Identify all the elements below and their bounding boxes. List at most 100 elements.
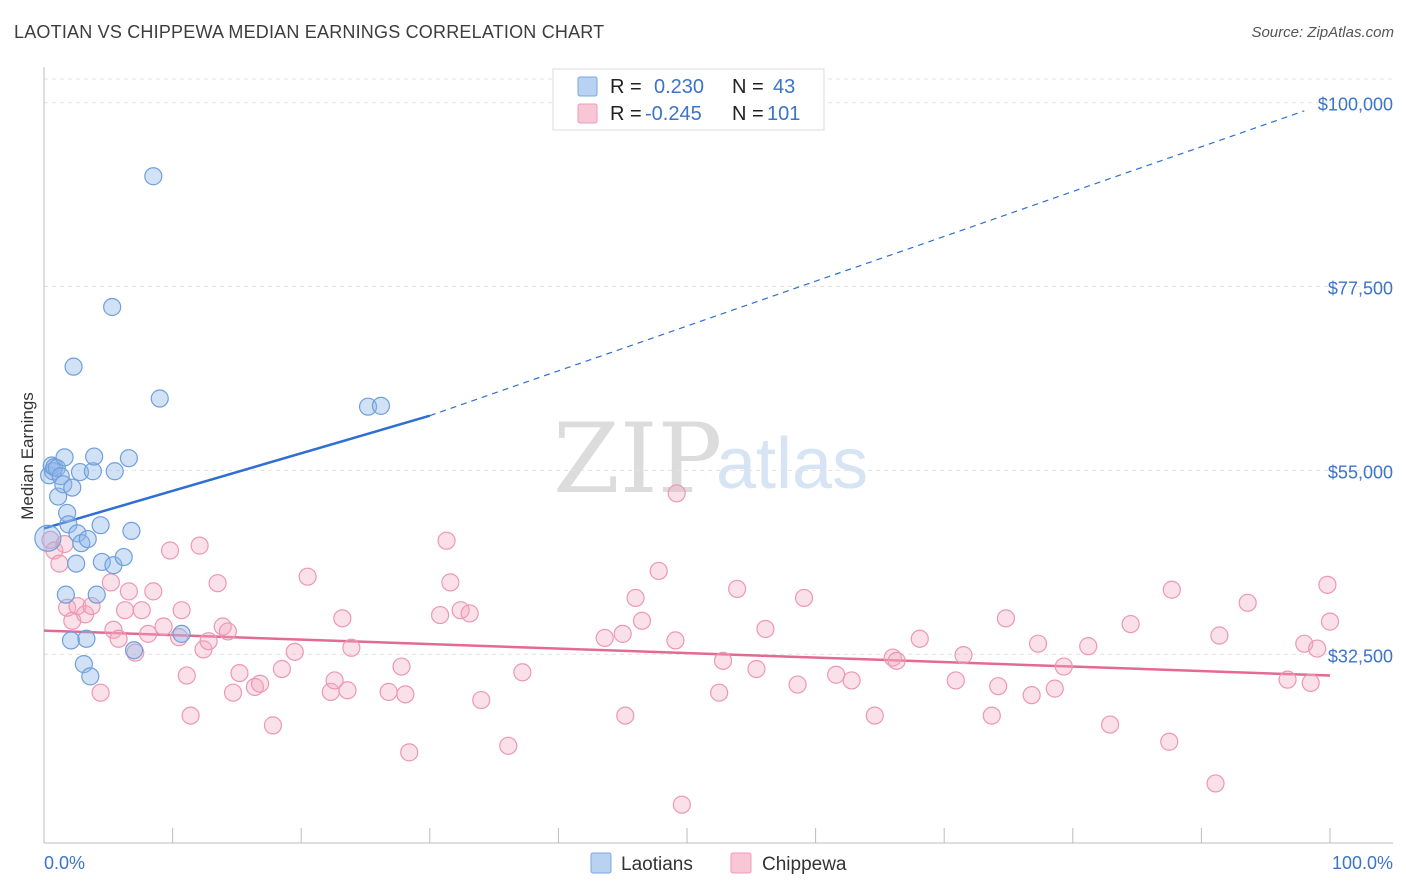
laotian-point [70,462,90,482]
chippewa-point [144,582,163,601]
chippewa-point [728,579,747,599]
chippewa-point [1022,686,1041,705]
chippewa-point [632,611,652,630]
x-tick-label-max: 100.0% [1332,853,1393,873]
laotian-point [371,396,391,415]
chippewa-point [177,666,196,685]
chippewa-point [613,624,632,643]
laotian-point [34,524,62,552]
chippewa-point [1308,639,1327,658]
chippewa-point [160,541,180,560]
chippewa-point [1320,612,1340,631]
chippewa-point [139,624,158,643]
chippewa-point [989,677,1008,696]
chippewa-point [285,642,304,661]
chippewa-point [710,683,729,702]
chippewa-points [41,484,1340,814]
chippewa-point [190,536,209,555]
laotian-point [87,585,106,604]
laotian-point [150,389,169,408]
chippewa-point [1045,679,1064,698]
chippewa-point [272,659,292,679]
axes [43,67,1393,844]
chippewa-point [616,706,635,725]
chippewa-point [649,561,668,581]
laotian-point [103,297,122,317]
chippewa-point [181,706,200,725]
laotians-legend-label: Laotians [621,854,693,875]
correlation-legend: R = 0.230 N = 43 R = -0.245 N = 101 [552,68,825,131]
chippewa-point [842,671,861,690]
chippewa-point [245,677,265,697]
chippewa-point [713,651,733,670]
y-tick-label: $55,000 [1328,462,1393,482]
chippewa-point [41,530,60,549]
chippewa-point [1121,614,1140,634]
chippewa-point [82,596,101,616]
chippewa-point [910,629,929,648]
chippewa-point [430,605,450,625]
chippewa-point [342,638,361,657]
y-axis-label: Median Earnings [18,392,37,520]
chippewa-point [1206,774,1225,793]
chart-title: LAOTIAN VS CHIPPEWA MEDIAN EARNINGS CORR… [14,22,605,42]
y-tick-labels: $32,500 $55,000 $77,500 $100,000 [1318,95,1393,667]
chippewa-point [119,582,138,601]
laotian-point [105,462,124,481]
laotian-point [358,397,378,416]
chippewa-point [396,685,415,704]
y-tick-label: $77,500 [1328,279,1393,299]
chippewa-point [208,574,227,593]
chippewa-point [1100,715,1120,734]
chippewa-point [115,601,135,620]
chippewa-point [400,743,419,762]
chippewa-legend-swatch [577,103,598,124]
trend-lines [43,110,1331,677]
chippewa-point [325,671,344,690]
watermark: ZIP atlas [553,403,868,515]
chippewa-point [169,628,189,647]
chippewa-point [472,690,491,710]
chippewa-point [667,484,686,503]
chippewa-point [109,629,128,648]
chippewa-point [199,632,218,651]
chippewa-point [1079,637,1098,656]
laotian-trend-extension [429,110,1305,417]
chippewa-point [91,683,110,702]
chippewa-point [460,604,479,623]
chippewa-n-value: 101 [767,103,800,125]
chippewa-point [223,683,243,702]
chippewa-legend-label: Chippewa [762,854,847,875]
chippewa-point [595,628,614,648]
chippewa-point [865,706,884,725]
chippewa-n-label: N = [732,103,764,125]
laotian-point [83,462,102,481]
laotian-point [63,478,82,497]
series-legend: Laotians Chippewa [590,852,847,875]
chippewa-point [338,681,357,700]
chippewa-point [996,609,1016,628]
chippewa-point [437,531,456,550]
laotian-point [144,167,163,186]
chippewa-point [263,716,283,735]
chippewa-point [672,795,691,814]
chippewa-point [1238,593,1257,612]
chippewa-point [626,588,645,608]
laotian-n-label: N = [732,76,764,98]
chippewa-r-value: -0.245 [645,103,702,125]
y-tick-label: $32,500 [1328,646,1393,666]
chippewa-point [982,706,1001,725]
laotians-swatch [590,852,612,874]
laotian-point [81,667,100,686]
laotian-point [68,524,87,543]
laotian-trend-line [43,414,431,530]
chippewa-point [946,671,965,690]
laotian-point [85,447,104,466]
chippewa-point [379,682,398,701]
chippewa-point [154,617,173,636]
source-label: Source: ZipAtlas.com [1251,24,1394,41]
laotian-point [92,552,111,572]
chippewa-point [513,663,532,682]
chippewa-point [1278,670,1297,689]
